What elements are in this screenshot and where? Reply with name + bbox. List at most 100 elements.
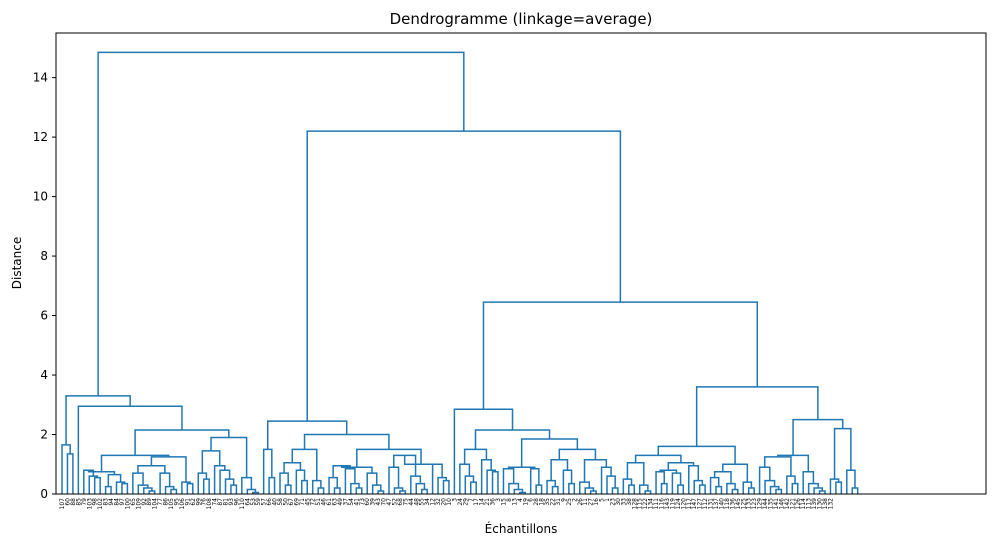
dendrogram-link xyxy=(230,484,238,494)
leaf-label: 126 xyxy=(795,498,802,510)
dendrogram-link xyxy=(371,484,382,494)
dendrogram-link xyxy=(777,454,810,472)
dendrogram-link xyxy=(584,487,595,494)
dendrogram-link xyxy=(535,484,543,494)
dendrogram-link xyxy=(197,472,208,494)
dendrogram-link xyxy=(224,478,235,494)
dendrogram-link xyxy=(508,482,520,494)
dendrogram-link xyxy=(818,490,826,494)
leaf-label: 91 xyxy=(184,498,191,506)
leaf-label: 81 xyxy=(223,498,230,506)
leaf-label: 2 xyxy=(571,498,578,502)
leaf-label: 136 xyxy=(729,498,736,510)
leaf-label: 144 xyxy=(762,498,769,510)
dendrogram-link xyxy=(626,462,645,486)
dendrogram-link xyxy=(474,429,551,450)
leaf-label: 135 xyxy=(768,498,775,510)
leaf-label: 76 xyxy=(201,498,208,506)
leaf-label: 133 xyxy=(746,498,753,510)
leaf-label: 87 xyxy=(217,498,224,506)
leaf-label: 23 xyxy=(609,498,616,506)
dendrogram-link xyxy=(611,487,619,494)
dendrogram-link xyxy=(792,418,844,456)
dendrogram-link xyxy=(589,490,597,494)
leaf-label: 6 xyxy=(528,498,535,502)
leaf-label: 46 xyxy=(321,498,328,506)
dendrogram-link xyxy=(393,487,404,494)
dendrogram-link xyxy=(97,51,465,396)
leaf-label: 145 xyxy=(735,498,742,510)
dendrogram-link xyxy=(463,448,488,465)
dendrogram-link xyxy=(66,453,74,494)
dendrogram-link xyxy=(550,459,569,481)
dendrogram-link xyxy=(83,469,95,494)
chart-title: Dendrogramme (linkage=average) xyxy=(390,10,653,28)
leaf-label: 88 xyxy=(70,498,77,506)
dendrogram-link xyxy=(769,485,780,494)
leaf-label: 71 xyxy=(299,498,306,506)
dendrogram-link xyxy=(332,464,351,478)
leaf-label: 53 xyxy=(250,498,257,506)
leaf-label: 110 xyxy=(239,498,246,510)
dendrogram-link xyxy=(284,484,292,494)
dendrogram-link xyxy=(558,448,597,460)
leaf-label: 1 xyxy=(604,498,611,502)
dendrogram-link xyxy=(502,467,515,494)
dendrogram-link xyxy=(148,490,156,494)
leaf-label: 104 xyxy=(152,498,159,510)
dendrogram-link xyxy=(786,475,796,494)
leaf-label: 9 xyxy=(560,498,567,502)
leaf-label: 121 xyxy=(789,498,796,510)
dendrogram-link xyxy=(333,487,341,494)
leaf-label: 28 xyxy=(533,498,540,506)
dendrogram-link xyxy=(813,487,824,494)
dendrogram-link xyxy=(159,472,171,494)
leaf-label: 72 xyxy=(310,498,317,506)
leaf-label: 5 xyxy=(599,498,606,502)
leaf-label: 70 xyxy=(381,498,388,506)
dendrogram-link xyxy=(420,488,428,494)
leaf-label: 74 xyxy=(212,498,219,506)
leaf-label: 47 xyxy=(386,498,393,506)
leaf-label: 99 xyxy=(195,498,202,506)
leaf-label: 29 xyxy=(462,498,469,506)
leaf-label: 49 xyxy=(337,498,344,506)
leaf-label: 10 xyxy=(446,498,453,506)
dendrogram-link xyxy=(328,476,338,494)
leaf-label: 132 xyxy=(827,498,834,510)
leaf-label: 65 xyxy=(130,498,137,506)
dendrogram-link xyxy=(742,481,753,494)
dendrogram-link xyxy=(713,470,732,484)
dendrogram-link xyxy=(519,491,526,494)
dendrogram-link xyxy=(807,482,819,494)
leaf-label: 113 xyxy=(806,498,813,510)
dendrogram-link xyxy=(219,469,231,494)
y-tick-label: 8 xyxy=(40,249,48,263)
dendrogram-link xyxy=(252,491,259,494)
dendrogram-link xyxy=(722,463,749,483)
leaf-label: 21 xyxy=(484,498,491,506)
leaf-label: 64 xyxy=(244,498,251,506)
leaf-label: 24 xyxy=(457,498,464,506)
leaf-label: 57 xyxy=(261,498,268,506)
dendrogram-link xyxy=(634,454,682,463)
leaf-label: 89 xyxy=(146,498,153,506)
leaf-label: 120 xyxy=(680,498,687,510)
leaf-label: 105 xyxy=(168,498,175,510)
dendrogram-link xyxy=(388,466,400,494)
leaf-label: 116 xyxy=(659,498,666,510)
leaf-label: 114 xyxy=(800,498,807,510)
dendrogram-link xyxy=(638,484,649,494)
leaf-label: 84 xyxy=(114,498,121,506)
leaf-label: 134 xyxy=(648,498,655,510)
leaf-label: 123 xyxy=(751,498,758,510)
dendrogram-link xyxy=(693,479,704,494)
leaf-label: 118 xyxy=(724,498,731,510)
leaf-label: 92 xyxy=(141,498,148,506)
leaf-label: 39 xyxy=(370,498,377,506)
leaf-label: 95 xyxy=(173,498,180,506)
dendrogram-link xyxy=(100,454,170,472)
x-axis-label: Échantillons xyxy=(485,521,558,536)
y-tick-label: 14 xyxy=(33,71,48,85)
